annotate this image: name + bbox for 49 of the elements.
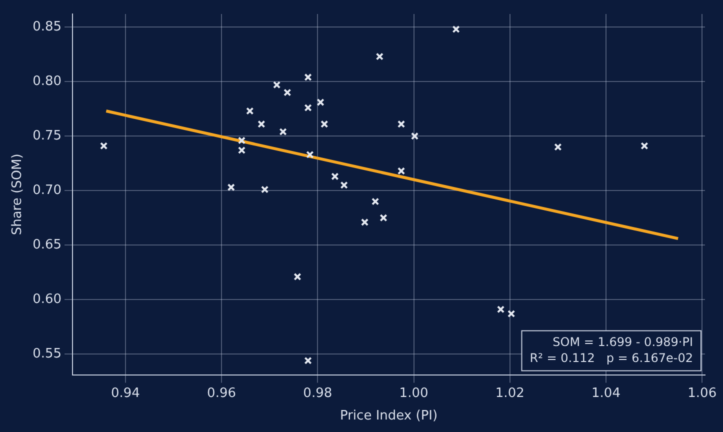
y-tick-label: 0.60 [32, 292, 62, 307]
point [340, 181, 348, 189]
point [279, 128, 287, 136]
point [304, 356, 312, 364]
point [371, 198, 380, 206]
annotation: SOM = 1.699 - 0.989·PI [552, 334, 693, 349]
y-axis-title: Share (SOM) [10, 154, 26, 236]
point [376, 52, 384, 60]
x-axis-title: Price Index (PI) [340, 408, 438, 424]
y-tick-label: 0.65 [32, 237, 62, 252]
point [640, 142, 648, 150]
point [238, 146, 246, 154]
point [380, 214, 388, 222]
point [238, 136, 246, 144]
point [258, 120, 266, 128]
point [316, 98, 324, 106]
x-tick-label: 0.98 [303, 386, 332, 401]
x-tick-label: 1.06 [688, 386, 717, 401]
x-tick-label: 1.02 [495, 386, 524, 401]
point [331, 172, 339, 180]
x-tick-label: 0.94 [110, 386, 140, 401]
annotation: R² = 0.112 p = 6.167e-02 [530, 350, 693, 365]
point [496, 306, 505, 314]
point [360, 218, 369, 226]
point [294, 272, 302, 281]
y-tick-label: 0.70 [32, 182, 62, 198]
point [554, 143, 562, 151]
point [260, 186, 269, 194]
y-tick-label: 0.80 [32, 74, 62, 89]
point [452, 25, 460, 34]
point [246, 107, 254, 115]
y-tick-label: 0.85 [32, 19, 62, 34]
point [410, 132, 419, 140]
point [397, 120, 406, 128]
point [304, 73, 312, 82]
point [272, 81, 281, 89]
point [227, 183, 235, 192]
x-tick-label: 1.00 [399, 386, 428, 401]
point [284, 88, 292, 96]
point [306, 150, 314, 158]
y-tick-label: 0.55 [32, 346, 62, 362]
point [304, 104, 312, 112]
x-tick-label: 1.04 [592, 386, 620, 401]
y-tick-label: 0.75 [32, 128, 62, 144]
point [397, 167, 406, 175]
point [507, 310, 516, 318]
point [320, 120, 328, 128]
point [100, 142, 108, 150]
x-tick-label: 0.96 [207, 386, 236, 401]
